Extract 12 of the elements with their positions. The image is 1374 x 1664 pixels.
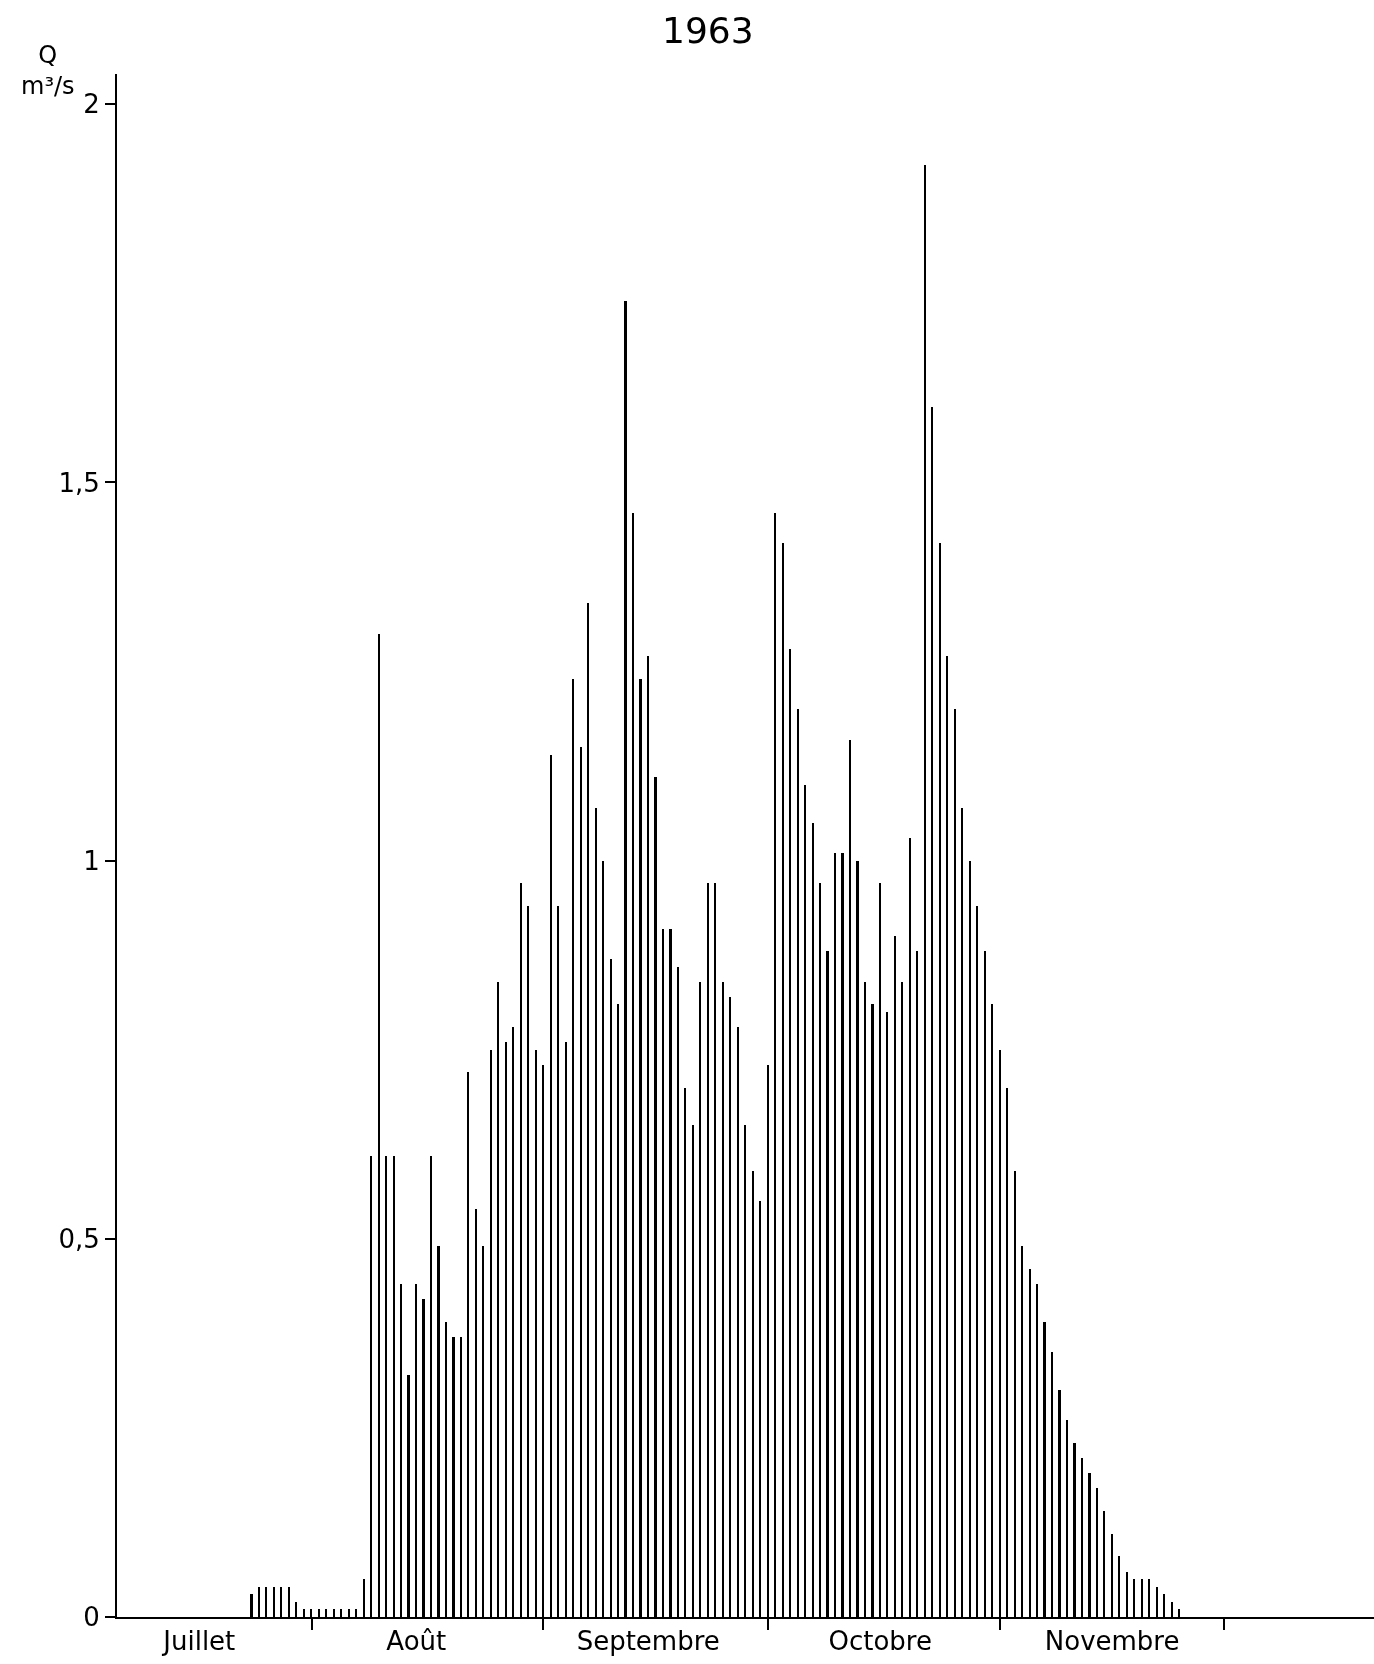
x-tick-label: Octobre <box>828 1626 932 1657</box>
y-tick-label: 0,5 <box>58 1223 100 1254</box>
x-tick-label: Septembre <box>576 1626 720 1657</box>
x-tick-label: Juillet <box>161 1626 236 1657</box>
x-tick-label: Août <box>386 1626 447 1657</box>
chart-title: 1963 <box>662 10 754 51</box>
x-tick-label: Novembre <box>1044 1626 1180 1657</box>
y-tick-label: 2 <box>83 89 100 120</box>
y-axis-title: Q m³/s <box>21 41 75 101</box>
y-tick-label: 0 <box>83 1602 100 1633</box>
y-tick-label: 1 <box>83 845 100 876</box>
y-tick-label: 1,5 <box>58 467 100 498</box>
